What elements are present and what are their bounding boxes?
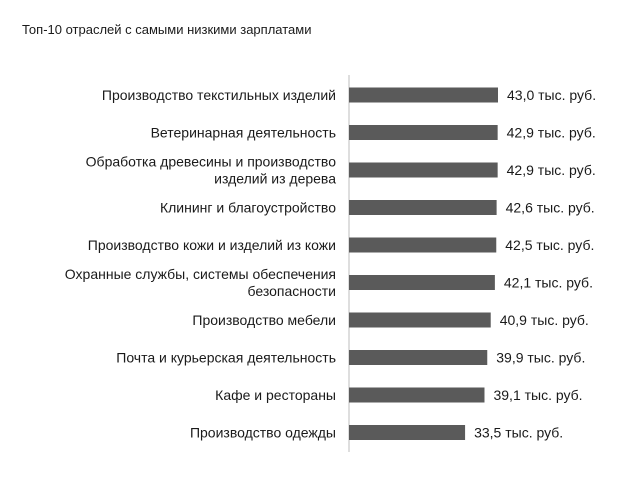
value-label: 39,9 тыс. руб. bbox=[496, 350, 585, 366]
bar bbox=[349, 87, 498, 103]
category-label: Производство кожи и изделий из кожи bbox=[88, 237, 336, 253]
category-label: Производство мебели bbox=[192, 312, 336, 328]
value-label: 43,0 тыс. руб. bbox=[507, 87, 596, 103]
category-label: Клининг и благоустройство bbox=[160, 200, 336, 216]
category-label: Обработка древесины и производство издели… bbox=[86, 154, 337, 187]
category-label-line: Производство мебели bbox=[192, 312, 336, 328]
category-label: Кафе и рестораны bbox=[215, 387, 336, 403]
category-label-line: Производство текстильных изделий bbox=[102, 87, 336, 103]
value-label: 39,1 тыс. руб. bbox=[493, 387, 582, 403]
bar bbox=[349, 387, 485, 403]
category-label-line: Ветеринарная деятельность bbox=[151, 125, 336, 141]
category-label-line: Производство одежды bbox=[190, 425, 336, 441]
bar bbox=[349, 350, 488, 365]
bar bbox=[349, 162, 498, 178]
value-label: 42,9 тыс. руб. bbox=[507, 125, 596, 141]
value-label: 33,5 тыс. руб. bbox=[474, 425, 563, 441]
category-label: Производство одежды bbox=[190, 425, 336, 441]
category-label-line: Охранные службы, системы обеспечения bbox=[65, 266, 336, 282]
value-label: 42,1 тыс. руб. bbox=[504, 275, 593, 291]
bar bbox=[349, 275, 495, 290]
bar bbox=[349, 200, 497, 215]
bar bbox=[349, 237, 497, 253]
value-label: 42,5 тыс. руб. bbox=[505, 237, 594, 253]
value-label: 40,9 тыс. руб. bbox=[500, 312, 589, 328]
category-label-line: Кафе и рестораны bbox=[215, 387, 336, 403]
bar bbox=[349, 425, 466, 440]
bar bbox=[349, 312, 491, 328]
category-label-line: безопасности bbox=[247, 283, 336, 299]
value-label: 42,6 тыс. руб. bbox=[506, 200, 595, 216]
category-label-line: изделий из дерева bbox=[214, 171, 336, 187]
value-label: 42,9 тыс. руб. bbox=[507, 162, 596, 178]
category-label: Охранные службы, системы обеспечения безо… bbox=[65, 266, 336, 299]
bar bbox=[349, 125, 498, 140]
category-label: Ветеринарная деятельность bbox=[151, 125, 336, 141]
category-label-line: Обработка древесины и производство bbox=[86, 154, 337, 170]
category-label: Почта и курьерская деятельность bbox=[116, 350, 336, 366]
chart-title: Топ-10 отраслей с самыми низкими зарплат… bbox=[22, 22, 312, 37]
category-label-line: Почта и курьерская деятельность bbox=[116, 350, 336, 366]
category-label-line: Клининг и благоустройство bbox=[160, 200, 336, 216]
category-label-line: Производство кожи и изделий из кожи bbox=[88, 237, 336, 253]
category-label: Производство текстильных изделий bbox=[102, 87, 336, 103]
